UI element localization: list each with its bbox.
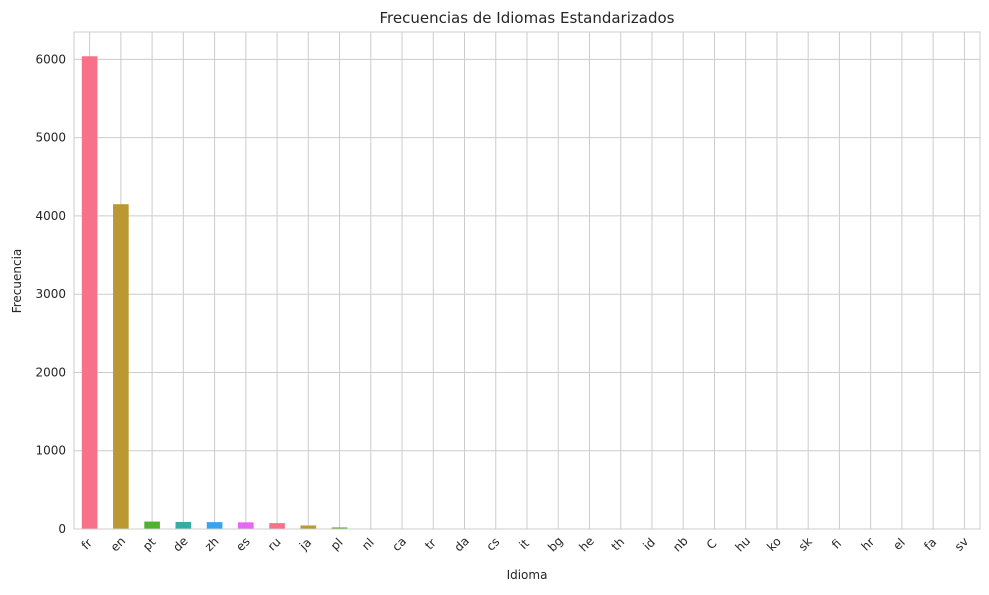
x-tick-label: tr [422, 536, 439, 553]
x-tick-label: th [609, 535, 628, 554]
x-tick-label: de [170, 534, 191, 555]
bar-pt [144, 522, 160, 529]
y-axis-label: Frecuencia [10, 249, 24, 314]
x-tick-label: ko [764, 534, 784, 554]
x-tick-label: sv [952, 534, 971, 553]
bar-zh [207, 522, 223, 529]
grid-layer [74, 32, 980, 529]
x-tick-label: fr [79, 536, 95, 552]
x-tick-label: fa [921, 535, 939, 553]
x-tick-label: hu [733, 534, 754, 555]
x-tick-label: ja [296, 535, 314, 553]
x-tick-label: nb [670, 534, 691, 555]
x-tick-label: C [704, 536, 720, 552]
x-tick-label: en [108, 534, 129, 555]
x-tick-label: zh [202, 534, 222, 554]
x-tick-label: he [576, 534, 597, 555]
x-tick-label: da [451, 534, 471, 554]
bar-de [176, 522, 192, 529]
x-tick-label: el [890, 535, 907, 552]
chart-title: Frecuencias de Idiomas Estandarizados [380, 9, 675, 27]
x-tick-label: bg [545, 534, 566, 555]
bar-fr [82, 56, 98, 529]
x-tick-label: it [516, 536, 532, 552]
x-tick-label: nl [359, 535, 377, 553]
y-tick-label: 6000 [35, 52, 66, 66]
x-tick-label: ru [265, 535, 284, 554]
y-tick-label: 0 [58, 522, 66, 536]
x-tick-label: pt [140, 535, 159, 554]
y-tick-label: 4000 [35, 209, 66, 223]
bar-es [238, 522, 254, 529]
x-tick-label: hr [858, 535, 877, 554]
y-tick-label: 5000 [35, 131, 66, 145]
x-tick-label: ca [389, 534, 409, 554]
x-axis-label: Idioma [507, 568, 548, 582]
x-tick-label: cs [483, 535, 502, 554]
x-tick-label: fi [829, 537, 844, 552]
y-tick-label: 3000 [35, 287, 66, 301]
bar-ru [269, 523, 285, 529]
bar-en [113, 204, 129, 529]
x-tick-label: pl [328, 535, 346, 553]
y-tick-labels: 0 1000 2000 3000 4000 5000 6000 [35, 52, 66, 536]
bar-ja [301, 525, 317, 529]
x-tick-label: es [233, 534, 253, 554]
y-tick-label: 1000 [35, 444, 66, 458]
y-tick-label: 2000 [35, 365, 66, 379]
x-tick-label: id [640, 535, 658, 553]
x-tick-label: sk [796, 535, 815, 554]
